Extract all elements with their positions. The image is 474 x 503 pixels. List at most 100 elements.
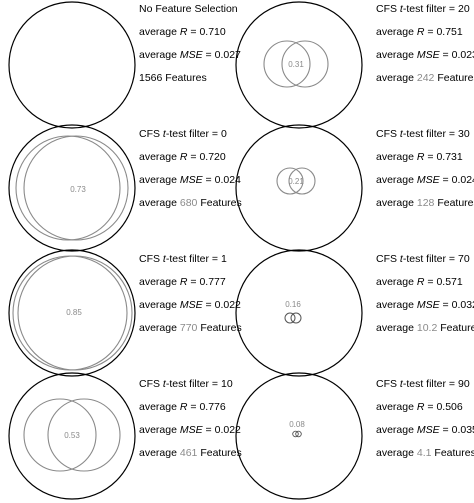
venn-diagram: 0.73 [8, 124, 136, 252]
venn-set-a-circle [263, 40, 311, 88]
venn-panel-filter-0: 0.73 CFS t-test filter = 0 average R = 0… [0, 124, 242, 252]
avg-r-value: 0.710 [199, 26, 226, 38]
avg-r-value: 0.571 [436, 276, 463, 288]
avg-r-line: average R = 0.571 [376, 276, 463, 288]
total-features-circle [8, 124, 136, 252]
features-value: 128 [416, 197, 435, 209]
venn-diagram: 0.85 [8, 249, 136, 377]
venn-diagram: 0.31 [235, 1, 363, 129]
avg-r-value: 0.777 [199, 276, 226, 288]
panel-title: CFS t-test filter = 0 [139, 128, 227, 140]
overlap-label: 0.53 [64, 431, 80, 440]
avg-r-line: average R = 0.720 [139, 151, 226, 163]
venn-diagram: 0.21 [235, 124, 363, 252]
panel-title: No Feature Selection [139, 3, 238, 15]
features-value: 10.2 [416, 322, 438, 334]
venn-set-b-circle [281, 40, 329, 88]
overlap-label: 0.31 [288, 60, 304, 69]
avg-mse-value: 0.022 [214, 424, 241, 436]
total-features-circle [8, 1, 136, 129]
overlap-label: 0.85 [66, 308, 82, 317]
avg-mse-value: 0.024 [451, 174, 474, 186]
overlap-label: 0.73 [70, 185, 86, 194]
avg-r-value: 0.776 [199, 401, 226, 413]
overlap-label: 0.16 [285, 300, 301, 309]
total-features-circle [235, 124, 363, 252]
avg-r-line: average R = 0.731 [376, 151, 463, 163]
venn-panel-filter-30: 0.21 CFS t-test filter = 30 average R = … [235, 124, 474, 252]
venn-set-a-circle [292, 430, 299, 438]
total-features-circle [8, 249, 136, 377]
features-value: 4.1 [416, 447, 432, 459]
avg-r-value: 0.731 [436, 151, 463, 163]
venn-set-a-circle [15, 135, 121, 241]
panel-stats: CFS t-test filter = 20 average R = 0.751… [376, 4, 474, 96]
features-line: average 128 Features [376, 197, 474, 209]
venn-panel-filter-10: 0.53 CFS t-test filter = 10 average R = … [0, 372, 242, 500]
features-line: average 242 Features [376, 72, 474, 84]
panel-stats: CFS t-test filter = 30 average R = 0.731… [376, 129, 474, 221]
avg-mse-value: 0.032 [451, 299, 474, 311]
venn-set-b-circle [295, 430, 302, 438]
venn-set-b-circle [290, 312, 302, 324]
features-value: 242 [416, 72, 435, 84]
total-features-circle [235, 249, 363, 377]
total-features-circle [235, 1, 363, 129]
avg-r-line: average R = 0.506 [376, 401, 463, 413]
avg-mse-line: average MSE = 0.022 [139, 299, 241, 311]
overlap-label: 0.21 [288, 177, 304, 186]
features-value: 770 [179, 322, 198, 334]
panel-title: CFS t-test filter = 30 [376, 128, 470, 140]
panel-title: CFS t-test filter = 20 [376, 3, 470, 15]
venn-set-a-circle [284, 312, 296, 324]
venn-panel-filter-90: 0.08 CFS t-test filter = 90 average R = … [235, 372, 474, 500]
avg-r-line: average R = 0.777 [139, 276, 226, 288]
panel-stats: CFS t-test filter = 10 average R = 0.776… [139, 379, 242, 471]
venn-set-b-circle [288, 167, 316, 195]
panel-stats: No Feature Selection average R = 0.710 a… [139, 4, 241, 96]
venn-set-b-circle [23, 135, 129, 241]
avg-mse-line: average MSE = 0.024 [376, 175, 474, 198]
features-value: 680 [179, 197, 198, 209]
venn-panel-filter-20: 0.31 CFS t-test filter = 20 average R = … [235, 0, 474, 129]
avg-r-line: average R = 0.710 [139, 26, 226, 38]
features-value: 461 [179, 447, 198, 459]
features-value: 1566 [139, 72, 163, 84]
venn-panel-filter-70: 0.16 CFS t-test filter = 70 average R = … [235, 249, 474, 377]
avg-r-value: 0.751 [436, 26, 463, 38]
features-line: average 10.2 Features [376, 322, 474, 334]
panel-stats: CFS t-test filter = 70 average R = 0.571… [376, 254, 474, 346]
total-features-circle [8, 372, 136, 500]
venn-diagram: 0.53 [8, 372, 136, 500]
panel-stats: CFS t-test filter = 1 average R = 0.777 … [139, 254, 242, 346]
avg-mse-line: average MSE = 0.032 [376, 300, 474, 323]
venn-set-a-circle [276, 167, 304, 195]
features-line: average 461 Features [139, 447, 242, 459]
avg-mse-line: average MSE = 0.027 [139, 49, 241, 61]
venn-diagram: 0.16 [235, 249, 363, 377]
overlap-label: 0.08 [289, 420, 305, 429]
avg-mse-value: 0.023 [451, 49, 474, 61]
features-line: average 4.1 Features [376, 447, 474, 459]
total-features-circle [235, 372, 363, 500]
panel-title: CFS t-test filter = 10 [139, 378, 233, 390]
features-line: average 680 Features [139, 197, 242, 209]
venn-panel-filter-1: 0.85 CFS t-test filter = 1 average R = 0… [0, 249, 242, 377]
avg-r-value: 0.720 [199, 151, 226, 163]
avg-mse-line: average MSE = 0.022 [139, 424, 241, 436]
features-line: 1566 Features [139, 72, 207, 84]
avg-r-line: average R = 0.751 [376, 26, 463, 38]
venn-diagram: 0.08 [235, 372, 363, 500]
panel-stats: CFS t-test filter = 0 average R = 0.720 … [139, 129, 242, 221]
avg-r-line: average R = 0.776 [139, 401, 226, 413]
avg-mse-value: 0.035 [451, 424, 474, 436]
venn-set-b-circle [47, 398, 121, 472]
avg-mse-line: average MSE = 0.023 [376, 50, 474, 73]
venn-panel-no-feature-selection: No Feature Selection average R = 0.710 a… [0, 0, 241, 129]
venn-set-a-circle [23, 398, 97, 472]
avg-mse-value: 0.022 [214, 299, 241, 311]
panel-title: CFS t-test filter = 1 [139, 253, 227, 265]
panel-title: CFS t-test filter = 70 [376, 253, 470, 265]
venn-diagram [8, 1, 136, 129]
avg-mse-value: 0.027 [214, 49, 241, 61]
